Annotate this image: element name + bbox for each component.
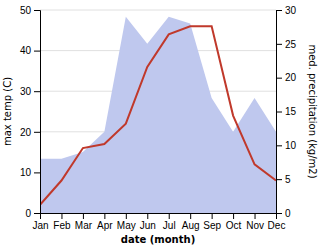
tick-label: Nov [246,220,264,231]
tick-label: 50 [20,5,32,16]
tick-label: Aug [182,220,200,231]
chart: JanFebMarAprMayJunJulAugSepOctNovDec0102… [0,0,318,247]
axis-line [41,214,277,220]
tick-label: 0 [285,208,291,219]
tick-mark [169,213,170,219]
tick-label: 15 [285,106,297,117]
tick: Apr [97,213,113,231]
tick: 30 [20,86,40,97]
line [40,26,276,205]
tick-mark [212,213,213,219]
tick: 20 [20,127,40,138]
tick-mark [34,213,40,214]
x-axis-title: date (month) [121,234,195,245]
tick: May [117,213,136,231]
tick: 0 [276,208,291,219]
tick-mark [276,10,282,11]
grid [40,10,276,213]
y2-axis: 0 5 10 15 20 25 30 [276,5,297,219]
tick-mark [147,213,148,219]
tick: 40 [20,45,40,56]
tick: Jun [140,213,156,231]
tick-mark [61,213,62,219]
tick: 30 [276,5,297,16]
tick-mark [255,213,256,219]
plot: JanFebMarAprMayJunJulAugSepOctNovDec0102… [2,5,318,245]
tick: 10 [276,140,297,151]
tick: 15 [276,106,297,117]
tick-mark [233,213,234,219]
tick: Mar [75,213,93,231]
tick: Aug [182,213,200,231]
tick-label: 20 [20,127,32,138]
tick-mark [126,213,127,219]
tick-label: Sep [203,220,221,231]
tick-mark [104,213,105,219]
grid-line [40,10,276,11]
tick: Nov [246,213,264,231]
tick-label: Jun [140,220,156,231]
tick: Sep [203,213,221,231]
area [40,17,276,213]
axis-line [34,11,41,214]
tick-label: 40 [20,45,32,56]
tick-label: Feb [53,220,71,231]
tick-mark [276,78,282,79]
tick-mark [83,213,84,219]
tick: Jan [32,213,48,231]
tick: 50 [20,5,40,16]
marks [40,17,276,213]
tick-label: Dec [268,220,286,231]
tick-mark [34,10,40,11]
tick-mark [276,213,282,214]
tick: Dec [268,213,286,231]
tick-label: Oct [226,220,242,231]
tick-label: Apr [97,220,113,231]
tick-label: 20 [285,72,297,83]
tick-label: May [117,220,136,231]
tick-mark [34,132,40,133]
tick: 0 [25,208,40,219]
tick-mark [276,44,282,45]
tick-label: 10 [285,140,297,151]
tick: 5 [276,174,291,185]
tick-mark [190,213,191,219]
tick-mark [34,91,40,92]
tick-label: 30 [20,86,32,97]
axis-line [277,11,283,214]
y2-axis-title: med. precipitation (kg/m2) [307,44,318,178]
tick-label: 10 [20,167,32,178]
tick: Feb [53,213,71,231]
tick-mark [34,51,40,52]
y-axis-title: max temp (C) [2,77,13,146]
tick-label: 30 [285,5,297,16]
tick: 20 [276,72,297,83]
tick: Oct [226,213,242,231]
tick-mark [276,112,282,113]
tick: 25 [276,39,297,50]
y-axis: 0 10 20 30 40 50 [20,5,41,219]
tick-mark [34,172,40,173]
tick-label: 25 [285,39,297,50]
tick-mark [276,145,282,146]
tick: 10 [20,167,40,178]
tick-label: Jan [32,220,48,231]
tick-label: Jul [163,220,176,231]
tick-label: 5 [285,174,291,185]
tick-label: Mar [75,220,93,231]
tick-label: 0 [25,208,31,219]
x-axis: Jan Feb Mar Apr May Jun Jul AugSep Oct Nov Dec [32,213,285,231]
tick-mark [276,179,282,180]
tick: Jul [163,213,176,231]
